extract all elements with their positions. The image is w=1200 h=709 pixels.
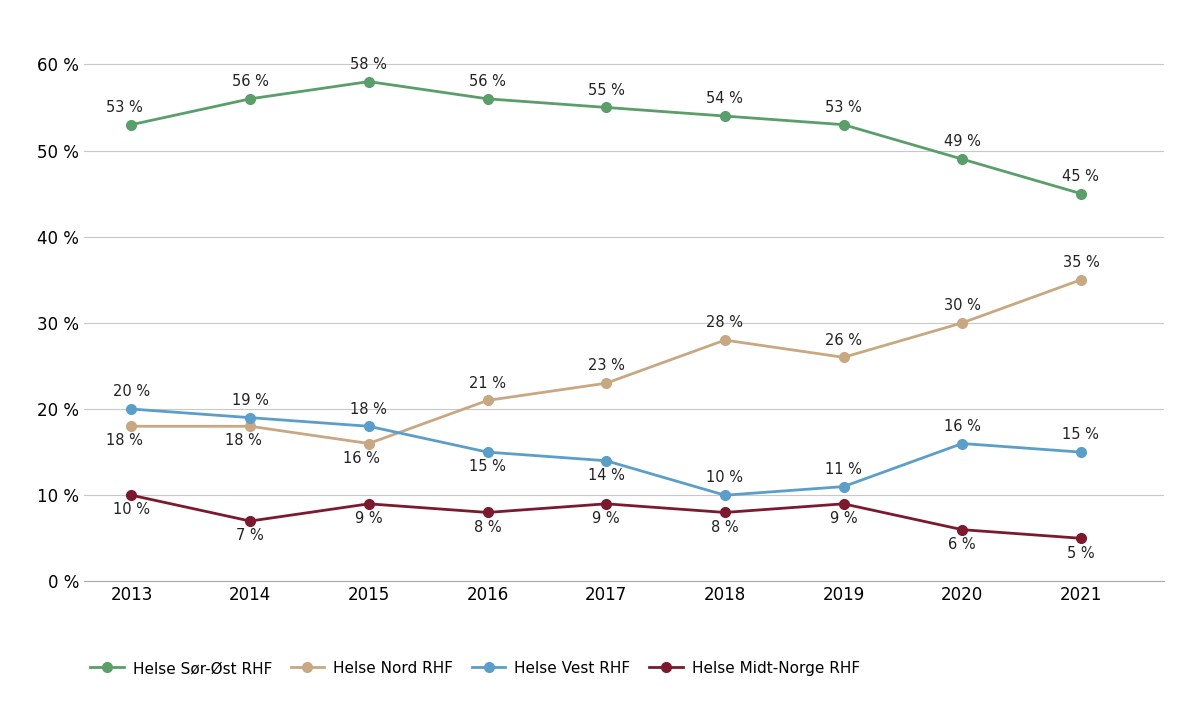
Text: 53 %: 53 % xyxy=(826,100,862,115)
Text: 26 %: 26 % xyxy=(826,333,862,347)
Helse Sør-Øst RHF xyxy=(125,121,139,129)
Text: 15 %: 15 % xyxy=(1062,428,1099,442)
Text: 10 %: 10 % xyxy=(707,471,743,486)
Text: 9 %: 9 % xyxy=(593,511,620,526)
Helse Midt-Norge RHF xyxy=(361,500,376,508)
Helse Nord RHF xyxy=(361,440,376,448)
Helse Nord RHF xyxy=(242,422,257,430)
Helse Vest RHF xyxy=(599,457,613,465)
Line: Helse Vest RHF: Helse Vest RHF xyxy=(127,404,1086,500)
Text: 56 %: 56 % xyxy=(232,74,269,89)
Helse Nord RHF xyxy=(955,318,970,327)
Helse Nord RHF xyxy=(480,396,494,405)
Legend: Helse Sør-Øst RHF, Helse Nord RHF, Helse Vest RHF, Helse Midt-Norge RHF: Helse Sør-Øst RHF, Helse Nord RHF, Helse… xyxy=(84,655,866,682)
Helse Nord RHF xyxy=(125,422,139,430)
Text: 19 %: 19 % xyxy=(232,393,269,408)
Helse Sør-Øst RHF xyxy=(718,112,732,121)
Text: 9 %: 9 % xyxy=(829,511,857,526)
Text: 53 %: 53 % xyxy=(106,100,143,115)
Helse Midt-Norge RHF xyxy=(242,517,257,525)
Helse Midt-Norge RHF xyxy=(836,500,851,508)
Text: 8 %: 8 % xyxy=(712,520,739,535)
Text: 30 %: 30 % xyxy=(944,298,980,313)
Helse Sør-Øst RHF xyxy=(242,94,257,103)
Line: Helse Sør-Øst RHF: Helse Sør-Øst RHF xyxy=(127,77,1086,199)
Helse Vest RHF xyxy=(718,491,732,499)
Helse Midt-Norge RHF xyxy=(1074,534,1088,542)
Helse Midt-Norge RHF xyxy=(125,491,139,499)
Text: 23 %: 23 % xyxy=(588,359,625,374)
Text: 20 %: 20 % xyxy=(113,384,150,399)
Text: 54 %: 54 % xyxy=(707,91,743,106)
Text: 7 %: 7 % xyxy=(236,528,264,543)
Helse Nord RHF xyxy=(836,353,851,362)
Helse Vest RHF xyxy=(125,405,139,413)
Text: 8 %: 8 % xyxy=(474,520,502,535)
Helse Midt-Norge RHF xyxy=(955,525,970,534)
Text: 18 %: 18 % xyxy=(106,433,143,449)
Helse Midt-Norge RHF xyxy=(718,508,732,517)
Text: 9 %: 9 % xyxy=(355,511,383,526)
Line: Helse Nord RHF: Helse Nord RHF xyxy=(127,275,1086,448)
Helse Sør-Øst RHF xyxy=(480,94,494,103)
Text: 45 %: 45 % xyxy=(1062,169,1099,184)
Helse Nord RHF xyxy=(599,379,613,387)
Text: 56 %: 56 % xyxy=(469,74,506,89)
Text: 15 %: 15 % xyxy=(469,459,506,474)
Text: 21 %: 21 % xyxy=(469,376,506,391)
Text: 5 %: 5 % xyxy=(1067,545,1094,561)
Helse Sør-Øst RHF xyxy=(955,155,970,163)
Text: 18 %: 18 % xyxy=(350,401,388,417)
Helse Vest RHF xyxy=(361,422,376,430)
Text: 14 %: 14 % xyxy=(588,468,625,483)
Helse Nord RHF xyxy=(1074,276,1088,284)
Text: 6 %: 6 % xyxy=(948,537,976,552)
Helse Sør-Øst RHF xyxy=(361,77,376,86)
Text: 16 %: 16 % xyxy=(343,451,380,466)
Helse Sør-Øst RHF xyxy=(1074,189,1088,198)
Helse Vest RHF xyxy=(955,440,970,448)
Text: 49 %: 49 % xyxy=(944,135,980,150)
Helse Vest RHF xyxy=(480,448,494,457)
Text: 18 %: 18 % xyxy=(224,433,262,449)
Text: 11 %: 11 % xyxy=(826,462,862,477)
Line: Helse Midt-Norge RHF: Helse Midt-Norge RHF xyxy=(127,491,1086,543)
Helse Midt-Norge RHF xyxy=(480,508,494,517)
Helse Sør-Øst RHF xyxy=(836,121,851,129)
Text: 58 %: 58 % xyxy=(350,57,388,72)
Helse Vest RHF xyxy=(1074,448,1088,457)
Text: 10 %: 10 % xyxy=(113,503,150,518)
Text: 28 %: 28 % xyxy=(707,316,743,330)
Helse Vest RHF xyxy=(242,413,257,422)
Text: 35 %: 35 % xyxy=(1062,255,1099,270)
Helse Sør-Øst RHF xyxy=(599,104,613,112)
Text: 55 %: 55 % xyxy=(588,83,625,98)
Helse Nord RHF xyxy=(718,336,732,345)
Text: 16 %: 16 % xyxy=(944,419,980,434)
Helse Midt-Norge RHF xyxy=(599,500,613,508)
Helse Vest RHF xyxy=(836,482,851,491)
